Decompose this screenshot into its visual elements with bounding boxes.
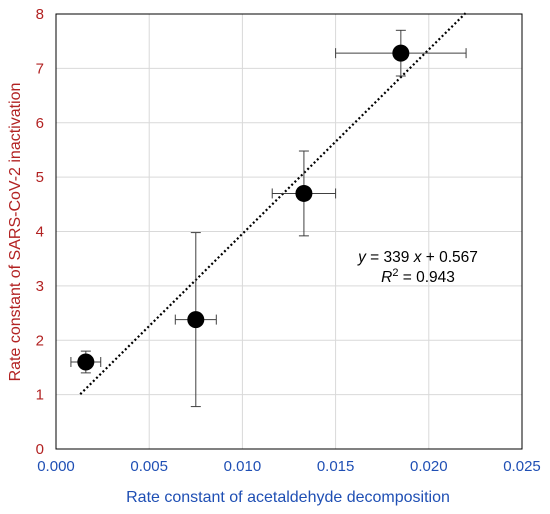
x-tick-label: 0.005: [130, 458, 168, 475]
data-point: [187, 311, 205, 329]
r-squared-value: = 0.943: [398, 269, 454, 286]
r-squared-symbol: R: [381, 269, 392, 286]
trendline-path: [79, 11, 467, 395]
y-tick-label: 8: [36, 6, 44, 23]
trendline-equation: y = 339 x + 0.567: [357, 249, 478, 266]
y-tick-label: 5: [36, 169, 44, 186]
x-axis-label: Rate constant of acetaldehyde decomposit…: [126, 489, 450, 506]
data-point: [392, 44, 410, 62]
trendline: [79, 11, 467, 395]
data-points: [77, 44, 410, 371]
r-squared-label: R2 = 0.943: [381, 267, 455, 286]
grid-lines: [55, 13, 523, 450]
data-point: [77, 353, 95, 371]
y-axis-ticks: 0 1 2 3 4 5 6 7 8: [36, 6, 44, 458]
data-point: [295, 184, 313, 202]
x-tick-label: 0.015: [317, 458, 355, 475]
y-axis-label: Rate constant of SARS-CoV-2 inactivation: [7, 83, 24, 382]
y-tick-label: 7: [36, 60, 44, 77]
equation-slope: = 339: [366, 249, 414, 266]
plot-area-frame: [55, 13, 523, 450]
y-tick-label: 6: [36, 115, 44, 132]
x-axis-ticks: 0.000 0.005 0.010 0.015 0.020 0.025: [37, 458, 541, 475]
y-tick-label: 2: [36, 332, 44, 349]
x-tick-label: 0.020: [410, 458, 448, 475]
y-tick-label: 1: [36, 387, 44, 404]
x-tick-label: 0.000: [37, 458, 75, 475]
y-tick-label: 3: [36, 278, 44, 295]
x-tick-label: 0.010: [224, 458, 262, 475]
equation-x-symbol: x: [413, 249, 423, 266]
error-bars: [70, 29, 467, 408]
equation-y-symbol: y: [357, 249, 367, 266]
equation-intercept: + 0.567: [421, 249, 477, 266]
x-tick-label: 0.025: [503, 458, 541, 475]
y-tick-label: 0: [36, 441, 44, 458]
y-tick-label: 4: [36, 224, 44, 241]
r-squared-superscript: 2: [392, 267, 398, 279]
